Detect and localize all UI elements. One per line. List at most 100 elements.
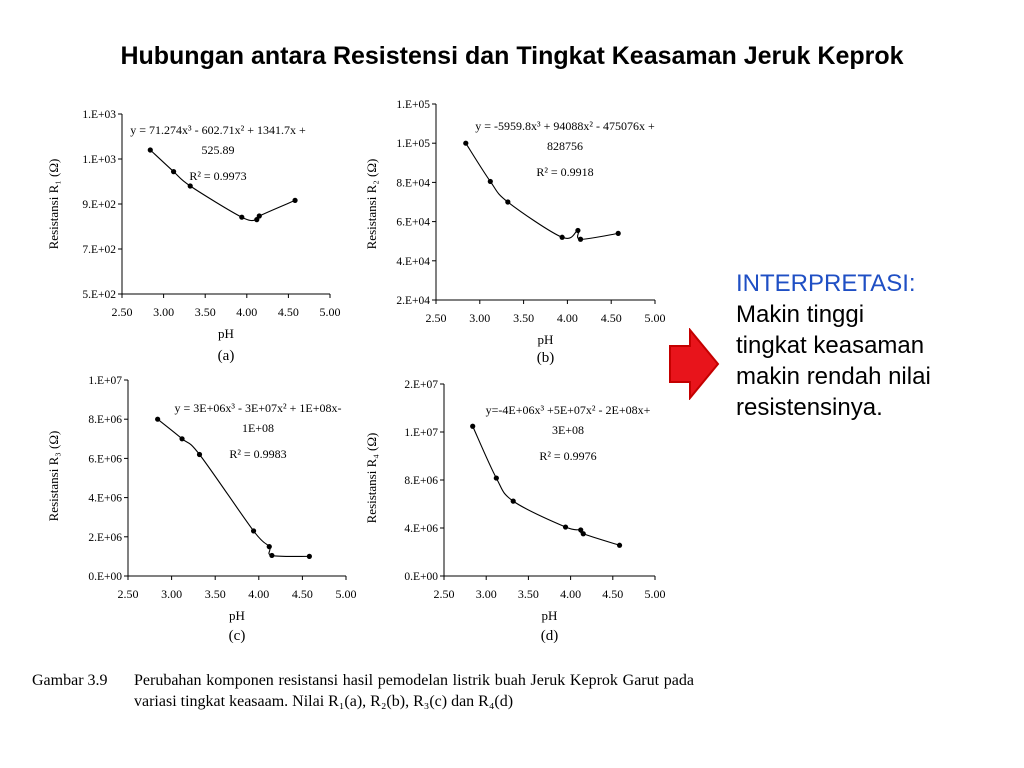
trendline-equation: 828756: [547, 139, 583, 153]
data-point: [170, 169, 177, 175]
y-tick-label: 5.E+02: [82, 289, 116, 301]
x-tick-label: 5.00: [645, 311, 666, 325]
y-tick-label: 9.E+02: [82, 199, 116, 211]
r-squared-label: R² = 0.9973: [189, 169, 246, 183]
y-tick-label: 6.E+06: [88, 453, 122, 465]
data-point: [306, 553, 312, 560]
x-tick-label: 3.50: [195, 305, 216, 319]
x-tick-label: 3.00: [469, 311, 490, 325]
y-tick-label: 7.E+02: [82, 244, 116, 256]
y-tick-label: 1.E+05: [396, 138, 430, 150]
x-tick-label: 4.00: [560, 587, 581, 601]
interpretation-line: Makin tinggi: [736, 301, 865, 328]
data-point: [155, 416, 161, 422]
x-tick-label: 3.50: [513, 311, 534, 325]
y-tick-label: 1.E+07: [88, 375, 122, 387]
data-point: [580, 531, 586, 537]
data-point: [470, 423, 476, 429]
x-tick-label: 5.00: [645, 587, 666, 601]
slide-title: Hubungan antara Resistensi dan Tingkat K…: [120, 42, 904, 70]
data-point: [505, 199, 511, 205]
x-tick-label: 4.50: [278, 305, 299, 319]
data-point: [615, 230, 621, 236]
x-tick-label: 4.00: [248, 587, 269, 601]
r-squared-label: R² = 0.9976: [539, 449, 596, 463]
y-tick-label: 2.E+06: [88, 532, 122, 544]
panel-label: (d): [541, 628, 559, 644]
data-point: [239, 214, 245, 220]
y-tick-label: 4.E+06: [88, 493, 122, 505]
data-point: [487, 178, 493, 185]
y-axis-title: Resistansi R₃ (Ω): [46, 431, 61, 522]
data-point: [463, 140, 469, 146]
interpretation-heading: INTERPRETASI:: [736, 270, 916, 297]
data-point: [510, 498, 516, 504]
x-tick-label: 2.50: [426, 311, 447, 325]
y-tick-label: 2.E+07: [404, 379, 438, 391]
y-tick-label: 8.E+04: [396, 177, 430, 189]
trendline-equation: y = 71.274x³ - 602.71x² + 1341.7x +: [130, 123, 306, 137]
trendline-equation: 3E+08: [552, 423, 584, 437]
data-point: [187, 183, 193, 189]
y-tick-label: 1.E+03: [82, 154, 116, 166]
r-squared-label: R² = 0.9983: [229, 447, 286, 461]
y-tick-label: 4.E+06: [404, 523, 438, 535]
panel-label: (a): [218, 348, 235, 364]
x-tick-label: 4.50: [292, 587, 313, 601]
y-tick-label: 4.E+04: [396, 256, 430, 268]
x-tick-label: 3.00: [476, 587, 497, 601]
x-axis-title: pH: [218, 326, 234, 341]
data-point: [559, 234, 565, 240]
arrow-shape: [669, 328, 720, 400]
y-axis-title: Resistansi R₄ (Ω): [364, 433, 379, 524]
trendline-equation: y = 3E+06x³ - 3E+07x² + 1E+08x-: [174, 401, 341, 415]
y-tick-label: 1.E+05: [396, 99, 430, 111]
interpretation-line: resistensinya.: [736, 394, 883, 421]
x-axis-title: pH: [229, 608, 245, 623]
data-point: [250, 528, 257, 534]
y-axis-title: Resistansi R₂ (Ω): [364, 159, 379, 250]
x-axis-title: pH: [542, 608, 558, 623]
trend-line: [149, 149, 296, 222]
x-tick-label: 4.50: [602, 587, 623, 601]
interpretation-line: tingkat keasaman: [736, 332, 925, 359]
data-point: [256, 213, 262, 219]
data-point: [292, 197, 298, 203]
panel-label: (b): [537, 350, 555, 366]
panel-label: (c): [229, 628, 246, 644]
y-tick-label: 6.E+04: [396, 217, 430, 229]
y-tick-label: 8.E+06: [88, 414, 122, 426]
y-tick-label: 0.E+00: [88, 571, 122, 583]
data-point: [578, 527, 584, 533]
data-point: [266, 544, 272, 550]
x-tick-label: 4.00: [236, 305, 257, 319]
interpretation: INTERPRETASI: Makin tinggi tingkat keasa…: [736, 268, 1016, 423]
x-tick-label: 3.50: [205, 587, 226, 601]
x-tick-label: 5.00: [336, 587, 357, 601]
data-point: [616, 542, 623, 548]
data-point: [147, 147, 153, 153]
x-tick-label: 4.50: [601, 311, 622, 325]
x-tick-label: 3.00: [153, 305, 174, 319]
x-axis-title: pH: [538, 332, 554, 347]
y-tick-label: 1.E+07: [404, 427, 438, 439]
trendline-equation: y=-4E+06x³ +5E+07x² - 2E+08x+: [486, 403, 651, 417]
caption-text: Perubahan komponen resistansi hasil pemo…: [134, 672, 694, 710]
right-arrow-icon: [669, 328, 720, 400]
caption-label: Gambar 3.9: [32, 672, 108, 689]
trendline-equation: y = -5959.8x³ + 94088x² - 475076x +: [475, 119, 655, 133]
x-tick-label: 2.50: [112, 305, 133, 319]
y-tick-label: 2.E+04: [396, 295, 430, 307]
data-point: [179, 436, 185, 442]
trendline-equation: 1E+08: [242, 421, 274, 435]
y-tick-label: 1.E+03: [82, 109, 116, 121]
x-tick-label: 4.00: [557, 311, 578, 325]
data-point: [493, 475, 499, 481]
interpretation-line: makin rendah nilai: [736, 363, 931, 390]
data-point: [562, 524, 569, 530]
trend-line: [465, 142, 619, 240]
data-point: [575, 227, 581, 234]
data-point: [577, 236, 584, 242]
r-squared-label: R² = 0.9918: [536, 165, 593, 179]
